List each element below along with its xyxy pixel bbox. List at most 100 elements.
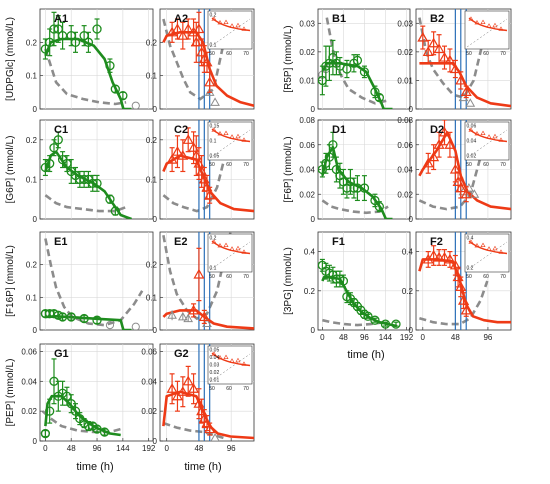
gray-data-point (465, 98, 476, 107)
panel-d1: 0 0.02 0.04 0.06 0.08 D1 [F6P] (mmol/L) (283, 116, 411, 224)
panel-label: D2 (430, 124, 444, 136)
model-series-line (162, 390, 254, 440)
plot-area (417, 9, 511, 109)
gray-data-point (183, 313, 194, 323)
y-tick-label: 0.02 (397, 190, 413, 199)
y-tick-label: 0.06 (141, 347, 157, 356)
data-point-triangle (449, 163, 461, 174)
y-tick-label: 0.08 (299, 116, 315, 125)
inset-plot: 50 60 70 (464, 10, 510, 57)
data-point-triangle (193, 23, 205, 34)
inset-x-tick-label: 50 (466, 162, 472, 168)
data-point-triangle (166, 26, 178, 37)
data-point-circle (374, 92, 384, 103)
data-point-circle (359, 183, 370, 193)
model-series-line (321, 61, 393, 109)
inset-data-point (223, 19, 229, 24)
inset-x-tick-label: 50 (209, 51, 215, 57)
data-point-circle (70, 37, 81, 47)
inset-y-tick-label: 0.01 (210, 378, 220, 384)
y-tick-label: 0.2 (26, 261, 38, 270)
inset-data-point (480, 19, 486, 24)
panel-c1: 0 0.1 0.2 C1 [G6P] (mmol/L) (5, 119, 154, 224)
data-point-circle (40, 428, 51, 439)
inset-x-tick-label: 60 (483, 51, 489, 57)
data-point-triangle (438, 51, 451, 62)
y-tick-label: 0.06 (397, 141, 413, 150)
data-point-triangle (204, 76, 216, 87)
x-tick-label: 96 (93, 444, 102, 453)
data-point-triangle (433, 43, 445, 54)
x-tick-label: 0 (421, 333, 426, 342)
data-point-triangle (460, 86, 472, 96)
data-point-circle (83, 37, 94, 47)
y-axis-label: [F6P] (mmol/L) (283, 136, 294, 202)
inset-data-point (486, 134, 492, 139)
panel-label: C2 (174, 124, 188, 136)
y-tick-label: 0.4 (304, 248, 316, 257)
inset-data-point (241, 137, 247, 142)
inset-reference-line (209, 353, 251, 383)
plot-area (162, 9, 254, 109)
inset-data-point (235, 245, 241, 251)
gray-data-point (464, 183, 474, 192)
inset-data-point (241, 249, 247, 254)
gridlines (318, 9, 410, 109)
data-point-circle (45, 406, 55, 416)
inset-data-point (498, 249, 504, 254)
inset-data-point (223, 130, 229, 135)
inset-y-tick-label: 0.06 (467, 124, 477, 130)
data-point-circle (359, 67, 370, 77)
y-tick-label: 0.02 (21, 407, 37, 416)
data-point-circle (92, 178, 102, 189)
y-tick-label: 0.02 (397, 48, 413, 57)
inset-plot: 50 60 70 0.1 0.2 (207, 10, 253, 57)
inset-data-point (229, 246, 235, 251)
data-point-circle (342, 64, 352, 74)
inset-y-tick-label: 0.1 (210, 43, 217, 49)
y-tick-label: 0 (409, 105, 414, 114)
y-tick-label: 0.08 (397, 116, 413, 125)
inset-y-tick-label: 0.15 (210, 124, 220, 130)
data-point-triangle (455, 281, 467, 291)
panel-a1: 0 0.1 0.2 A1 [UDPGlc] (mmol/L) (5, 8, 154, 114)
plot-area (318, 258, 401, 329)
y-axis-label: [PEP] (mmol/L) (5, 359, 16, 427)
gray-dashed-series (44, 194, 127, 213)
inset-data-point (474, 242, 480, 248)
data-point-circle (370, 315, 380, 325)
y-tick-label: 0 (311, 105, 316, 114)
panel-f1: 0 0.2 0.4 0 48 96 144 192 F1 [3PG] (mmol/L) (283, 231, 414, 342)
panel-label: G1 (54, 348, 69, 360)
panel-e1: 0 0.1 0.2 E1 [F16P] (mmol/L) (5, 231, 154, 335)
gray-data-point (210, 97, 220, 106)
data-point-circle (45, 158, 55, 169)
data-point-triangle (188, 304, 200, 315)
y-tick-label: 0.04 (141, 377, 157, 386)
inset-data-point (480, 242, 486, 247)
panel-label: C1 (54, 124, 68, 136)
y-tick-label: 0.2 (304, 287, 316, 296)
inset-x-tick-label: 60 (226, 386, 232, 392)
x-tick-label: 0 (164, 444, 169, 453)
data-point-triangle (177, 29, 189, 40)
plot-area (418, 120, 511, 219)
data-point-triangle (193, 268, 205, 279)
inset-x-tick-label: 70 (500, 274, 506, 280)
y-tick-label: 0.1 (26, 72, 38, 81)
x-tick-label: 96 (360, 333, 369, 342)
data-point-circle (118, 91, 128, 101)
inset-data-point (235, 22, 241, 28)
data-point-circle (53, 135, 63, 145)
panel-a2: 0 0.1 0.2 50 60 70 0.1 0.2 A2 (146, 8, 255, 114)
inset-data-point (211, 239, 217, 244)
x-tick-label: 144 (116, 444, 130, 453)
y-tick-label: 0.2 (146, 38, 158, 47)
y-tick-label: 0.1 (146, 293, 158, 302)
y-tick-label: 0.1 (26, 293, 38, 302)
inset-data-point (217, 242, 223, 248)
y-tick-label: 0.03 (299, 19, 315, 28)
plot-area (318, 17, 393, 109)
panel-label: A1 (54, 13, 68, 25)
inset-x-tick-label: 70 (243, 274, 249, 280)
